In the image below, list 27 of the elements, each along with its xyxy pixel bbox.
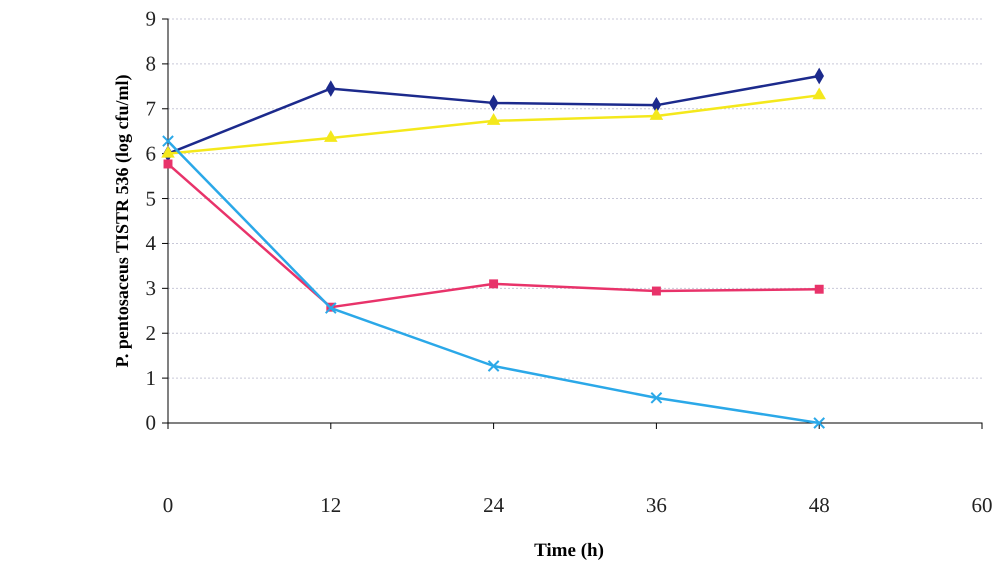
point	[487, 360, 500, 372]
y-tick-label: 2	[146, 320, 156, 345]
point	[814, 284, 824, 294]
point	[164, 160, 172, 168]
x-tick-label: 36	[646, 492, 667, 517]
point	[489, 279, 498, 288]
y-tick-label: 4	[146, 231, 156, 256]
x-axis-title: Time (h)	[534, 540, 604, 561]
y-tick-label: 8	[146, 52, 156, 76]
y-tick-label: 7	[146, 96, 156, 120]
x-tick-label: 0	[162, 492, 174, 517]
x-tick-label: 48	[808, 492, 830, 517]
y-axis-title: P. pentosaceus TISTR 536 (log cfu/ml)	[112, 74, 132, 368]
point	[650, 392, 663, 404]
point	[652, 286, 661, 296]
y-tick-label: 3	[146, 276, 156, 300]
point	[162, 134, 174, 148]
y-tick-label: 1	[146, 366, 156, 390]
x-tick-label: 24	[483, 492, 505, 517]
y-tick-label: 0	[146, 410, 156, 435]
y-tick-label: 5	[146, 186, 156, 210]
x-tick-label: 12	[320, 492, 342, 517]
point	[813, 416, 826, 430]
x-tick-label: 60	[972, 492, 992, 517]
point	[324, 302, 337, 314]
y-tick-label: 9	[146, 6, 156, 31]
y-tick-label: 6	[146, 141, 156, 166]
